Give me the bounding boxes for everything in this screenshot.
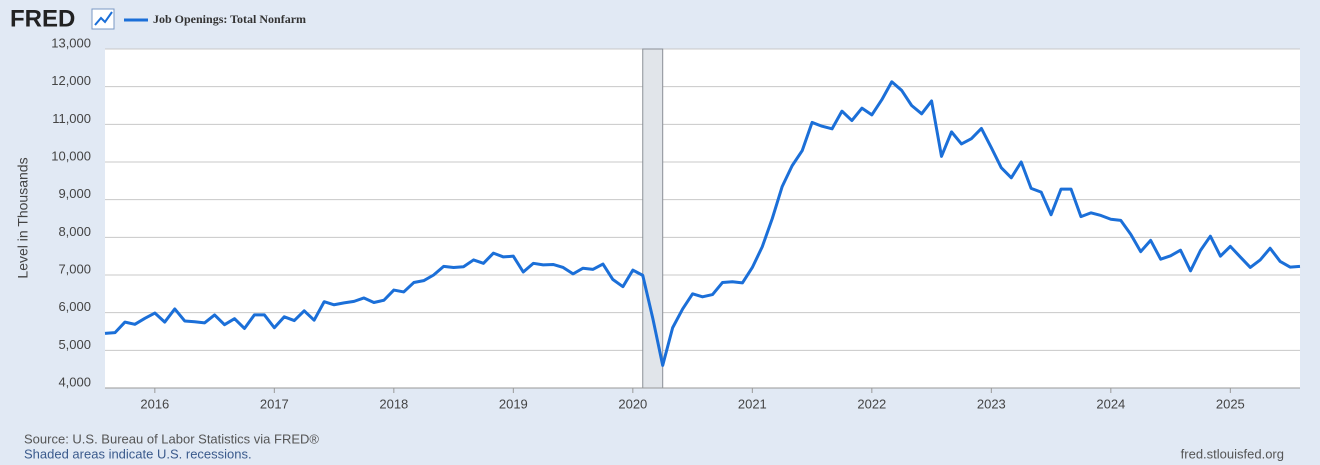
y-tick-label: 6,000 bbox=[58, 299, 91, 314]
source-note: Source: U.S. Bureau of Labor Statistics … bbox=[24, 431, 319, 446]
y-tick-label: 8,000 bbox=[58, 224, 91, 239]
recession-band bbox=[642, 48, 664, 389]
y-tick-label: 7,000 bbox=[58, 261, 91, 276]
y-tick-label: 13,000 bbox=[51, 35, 91, 50]
data-line bbox=[104, 80, 1301, 367]
y-tick-label: 5,000 bbox=[58, 337, 91, 352]
y-tick-label: 9,000 bbox=[58, 186, 91, 201]
x-tick-label: 2025 bbox=[1216, 396, 1245, 411]
recession-note: Shaded areas indicate U.S. recessions. bbox=[24, 446, 252, 461]
y-tick-label: 12,000 bbox=[51, 73, 91, 88]
x-tick-label: 2020 bbox=[618, 396, 647, 411]
x-tick-label: 2018 bbox=[379, 396, 408, 411]
x-tick-label: 2022 bbox=[857, 396, 886, 411]
site-link: fred.stlouisfed.org bbox=[1181, 446, 1284, 461]
legend-label: Job Openings: Total Nonfarm bbox=[153, 12, 306, 26]
brand-logo: FRED bbox=[10, 5, 75, 32]
x-tick-label: 2016 bbox=[140, 396, 169, 411]
x-tick-label: 2021 bbox=[738, 396, 767, 411]
y-tick-label: 4,000 bbox=[58, 374, 91, 389]
plot-area bbox=[105, 49, 1300, 388]
y-axis-label: Level in Thousands bbox=[15, 157, 31, 278]
x-tick-label: 2024 bbox=[1096, 396, 1125, 411]
x-tick-label: 2019 bbox=[499, 396, 528, 411]
x-tick-label: 2023 bbox=[977, 396, 1006, 411]
logo-icon bbox=[91, 8, 115, 30]
x-tick-label: 2017 bbox=[260, 396, 289, 411]
y-tick-label: 10,000 bbox=[51, 148, 91, 163]
y-tick-label: 11,000 bbox=[52, 111, 91, 126]
